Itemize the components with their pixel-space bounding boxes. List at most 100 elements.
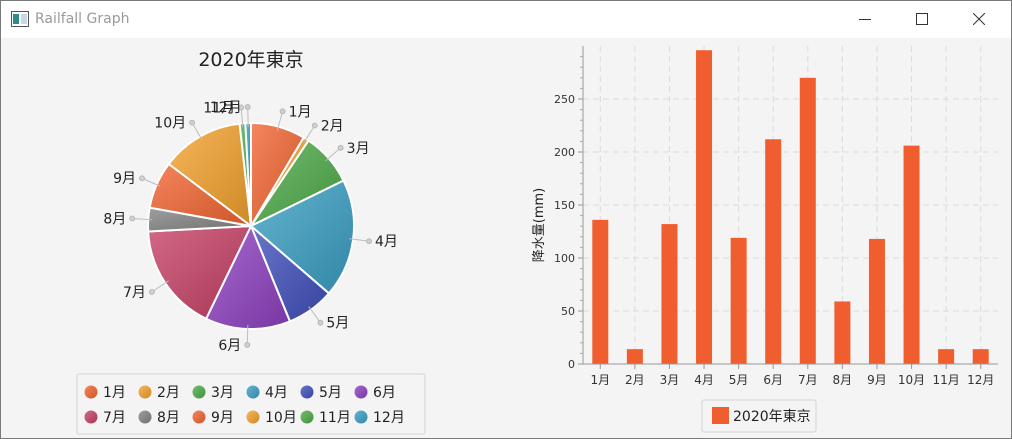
- legend-item-label: 5月: [319, 385, 342, 401]
- x-axis-tick-label: 6月: [763, 373, 783, 387]
- bar-chart: 0 50 100 150 200 250 1月 2月 3月 4月 5月 6月 7月 8月 9月 10月 11月 1…: [532, 46, 998, 433]
- legend-item-label: 6月: [373, 385, 396, 401]
- bar-11月: [938, 349, 955, 364]
- x-axis-tick-label: 8月: [833, 373, 853, 387]
- minimize-icon: [859, 19, 871, 20]
- content-area: 2020年東京 1月 2月 3月 4月 5月 6月 7月 8月 9月 10月 11月 12月 1月 2月…: [1, 38, 1011, 438]
- close-button[interactable]: [956, 1, 1002, 38]
- bar-3月: [661, 224, 678, 364]
- legend-item-label: 10月: [265, 410, 297, 426]
- x-axis-tick-label: 2月: [625, 373, 645, 387]
- legend-swatch: [138, 385, 152, 399]
- pie-label-line: [308, 306, 321, 323]
- pie-label-line: [191, 122, 203, 141]
- pie-label-dot: [139, 175, 145, 182]
- bar-12月: [972, 349, 989, 364]
- x-axis-tick-label: 1月: [590, 373, 610, 387]
- pie-label-line: [132, 217, 153, 221]
- pie-label-dot: [129, 215, 136, 222]
- pie-slices: [147, 121, 355, 330]
- maximize-button[interactable]: [899, 1, 945, 38]
- x-axis-tick-label: 5月: [729, 373, 749, 387]
- legend-item-label: 4月: [265, 385, 288, 401]
- pie-slice-label: 8月: [103, 211, 126, 227]
- title-bar[interactable]: Railfall Graph: [1, 1, 1011, 38]
- pie-label-dot: [244, 104, 251, 110]
- bar-legend-swatch: [712, 407, 729, 424]
- y-axis-tick-label: 200: [554, 146, 575, 159]
- legend-swatch: [246, 385, 260, 399]
- pie-slice-label: 5月: [326, 316, 349, 332]
- x-axis-tick-label: 9月: [867, 373, 887, 387]
- pie-label-line: [247, 107, 249, 128]
- bar-legend: 2020年東京: [712, 407, 811, 425]
- x-axis-tick-label: 7月: [798, 373, 818, 387]
- x-axis-tick-label: 4月: [694, 373, 714, 387]
- x-axis-tick-label: 11月: [932, 373, 959, 387]
- legend-item-label: 1月: [103, 385, 126, 401]
- pie-label-line: [246, 324, 249, 345]
- pie-label-dot: [366, 238, 372, 245]
- pie-slice-label: 3月: [347, 141, 370, 157]
- maximize-icon: [916, 13, 928, 25]
- pie-label-line: [240, 107, 244, 128]
- legend-swatch: [84, 410, 98, 424]
- bar-1月: [592, 219, 609, 364]
- legend-item-label: 9月: [211, 410, 234, 426]
- bar-8月: [834, 301, 851, 364]
- pie-label-line: [349, 238, 370, 242]
- pie-legend-box: [76, 373, 426, 435]
- pie-legend: 1月 2月 3月 4月 5月 6月 7月 8月 9月 10月 11月 12月: [84, 385, 405, 426]
- pie-slice-label: 1月: [289, 104, 312, 120]
- pie-slice-label: 12月: [210, 100, 242, 116]
- bar-5月: [730, 237, 747, 364]
- bar-chart-bars: [592, 50, 989, 365]
- pie-slice-label: 7月: [123, 285, 146, 301]
- bar-chart-y-axis-label: 降水量(mm): [532, 188, 547, 262]
- bar-4月: [696, 50, 713, 365]
- pie-label-dot: [311, 122, 318, 129]
- pie-label-line: [303, 125, 316, 143]
- y-axis-tick-label: 0: [568, 358, 575, 371]
- pie-label-dot: [238, 104, 245, 111]
- y-axis-tick-label: 50: [561, 305, 575, 318]
- legend-item-label: 2月: [157, 385, 180, 401]
- legend-item-label: 7月: [103, 410, 126, 426]
- window-title: Railfall Graph: [35, 11, 130, 27]
- pie-label-line: [276, 111, 284, 131]
- close-icon: [973, 13, 985, 25]
- y-axis-tick-label: 100: [554, 252, 575, 265]
- bar-legend-box: [701, 399, 817, 433]
- y-axis-tick-label: 150: [554, 199, 575, 212]
- pie-slice-label: 2月: [321, 118, 344, 134]
- pie-label-dot: [244, 342, 251, 348]
- legend-swatch: [138, 410, 152, 424]
- pie-slice-label: 6月: [218, 338, 241, 354]
- pie-label-dot: [337, 144, 344, 151]
- legend-swatch: [192, 385, 206, 399]
- x-axis-tick-label: 10月: [898, 373, 925, 387]
- legend-swatch: [354, 410, 368, 424]
- pie-slice-label: 4月: [375, 234, 398, 250]
- pie-slice-label: 10月: [154, 116, 186, 132]
- pie-label-dot: [149, 288, 155, 295]
- legend-swatch: [192, 410, 206, 424]
- bar-legend-label: 2020年東京: [733, 409, 811, 425]
- legend-swatch: [84, 385, 98, 399]
- legend-swatch: [246, 410, 260, 424]
- bar-6月: [765, 139, 782, 364]
- x-axis-tick-label: 3月: [660, 373, 680, 387]
- pie-chart-title: 2020年東京: [198, 49, 303, 71]
- app-window-icon: [11, 11, 29, 27]
- bar-2月: [626, 349, 643, 364]
- bar-9月: [868, 238, 885, 364]
- pie-label-line: [151, 280, 169, 293]
- minimize-button[interactable]: [842, 1, 888, 38]
- pie-label-dot: [317, 319, 324, 326]
- pie-label-dot: [279, 108, 286, 115]
- pie-label-line: [325, 147, 342, 162]
